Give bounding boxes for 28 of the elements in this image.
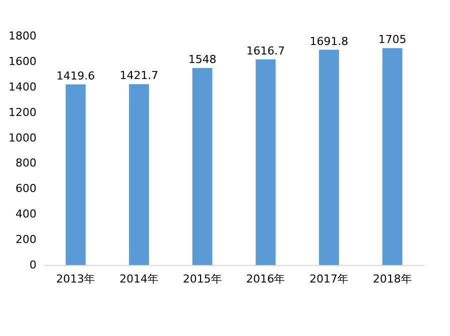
y-tick-label: 800	[16, 156, 36, 170]
x-tick-label: 2017年	[310, 272, 348, 286]
data-label: 1691.8	[310, 34, 348, 48]
y-tick-label: 1200	[8, 106, 36, 119]
data-label: 1616.7	[246, 44, 285, 58]
x-tick-label: 2015年	[182, 272, 222, 286]
y-tick-label: 200	[16, 233, 36, 246]
bar	[129, 84, 149, 265]
data-label: 1421.7	[120, 69, 158, 82]
y-tick-label: 1600	[8, 54, 36, 68]
bar	[66, 84, 86, 265]
bar	[382, 48, 402, 265]
y-tick-label: 1400	[8, 80, 36, 94]
y-tick-label: 1000	[8, 131, 36, 144]
data-label: 1548	[188, 53, 216, 66]
y-tick-label: 400	[16, 208, 36, 221]
x-tick-label: 2016年	[246, 272, 286, 286]
data-label: 1705	[378, 33, 406, 46]
y-tick-label: 1800	[8, 30, 36, 42]
y-tick-label: 0	[30, 258, 36, 272]
bar	[319, 50, 339, 265]
x-tick-label: 2013年	[56, 272, 96, 286]
x-tick-label: 2014年	[120, 272, 158, 286]
bar	[192, 68, 212, 265]
data-label: 1419.6	[56, 69, 95, 82]
x-tick-label: 2018年	[372, 272, 412, 286]
y-tick-label: 600	[16, 182, 36, 196]
bar	[256, 59, 276, 265]
